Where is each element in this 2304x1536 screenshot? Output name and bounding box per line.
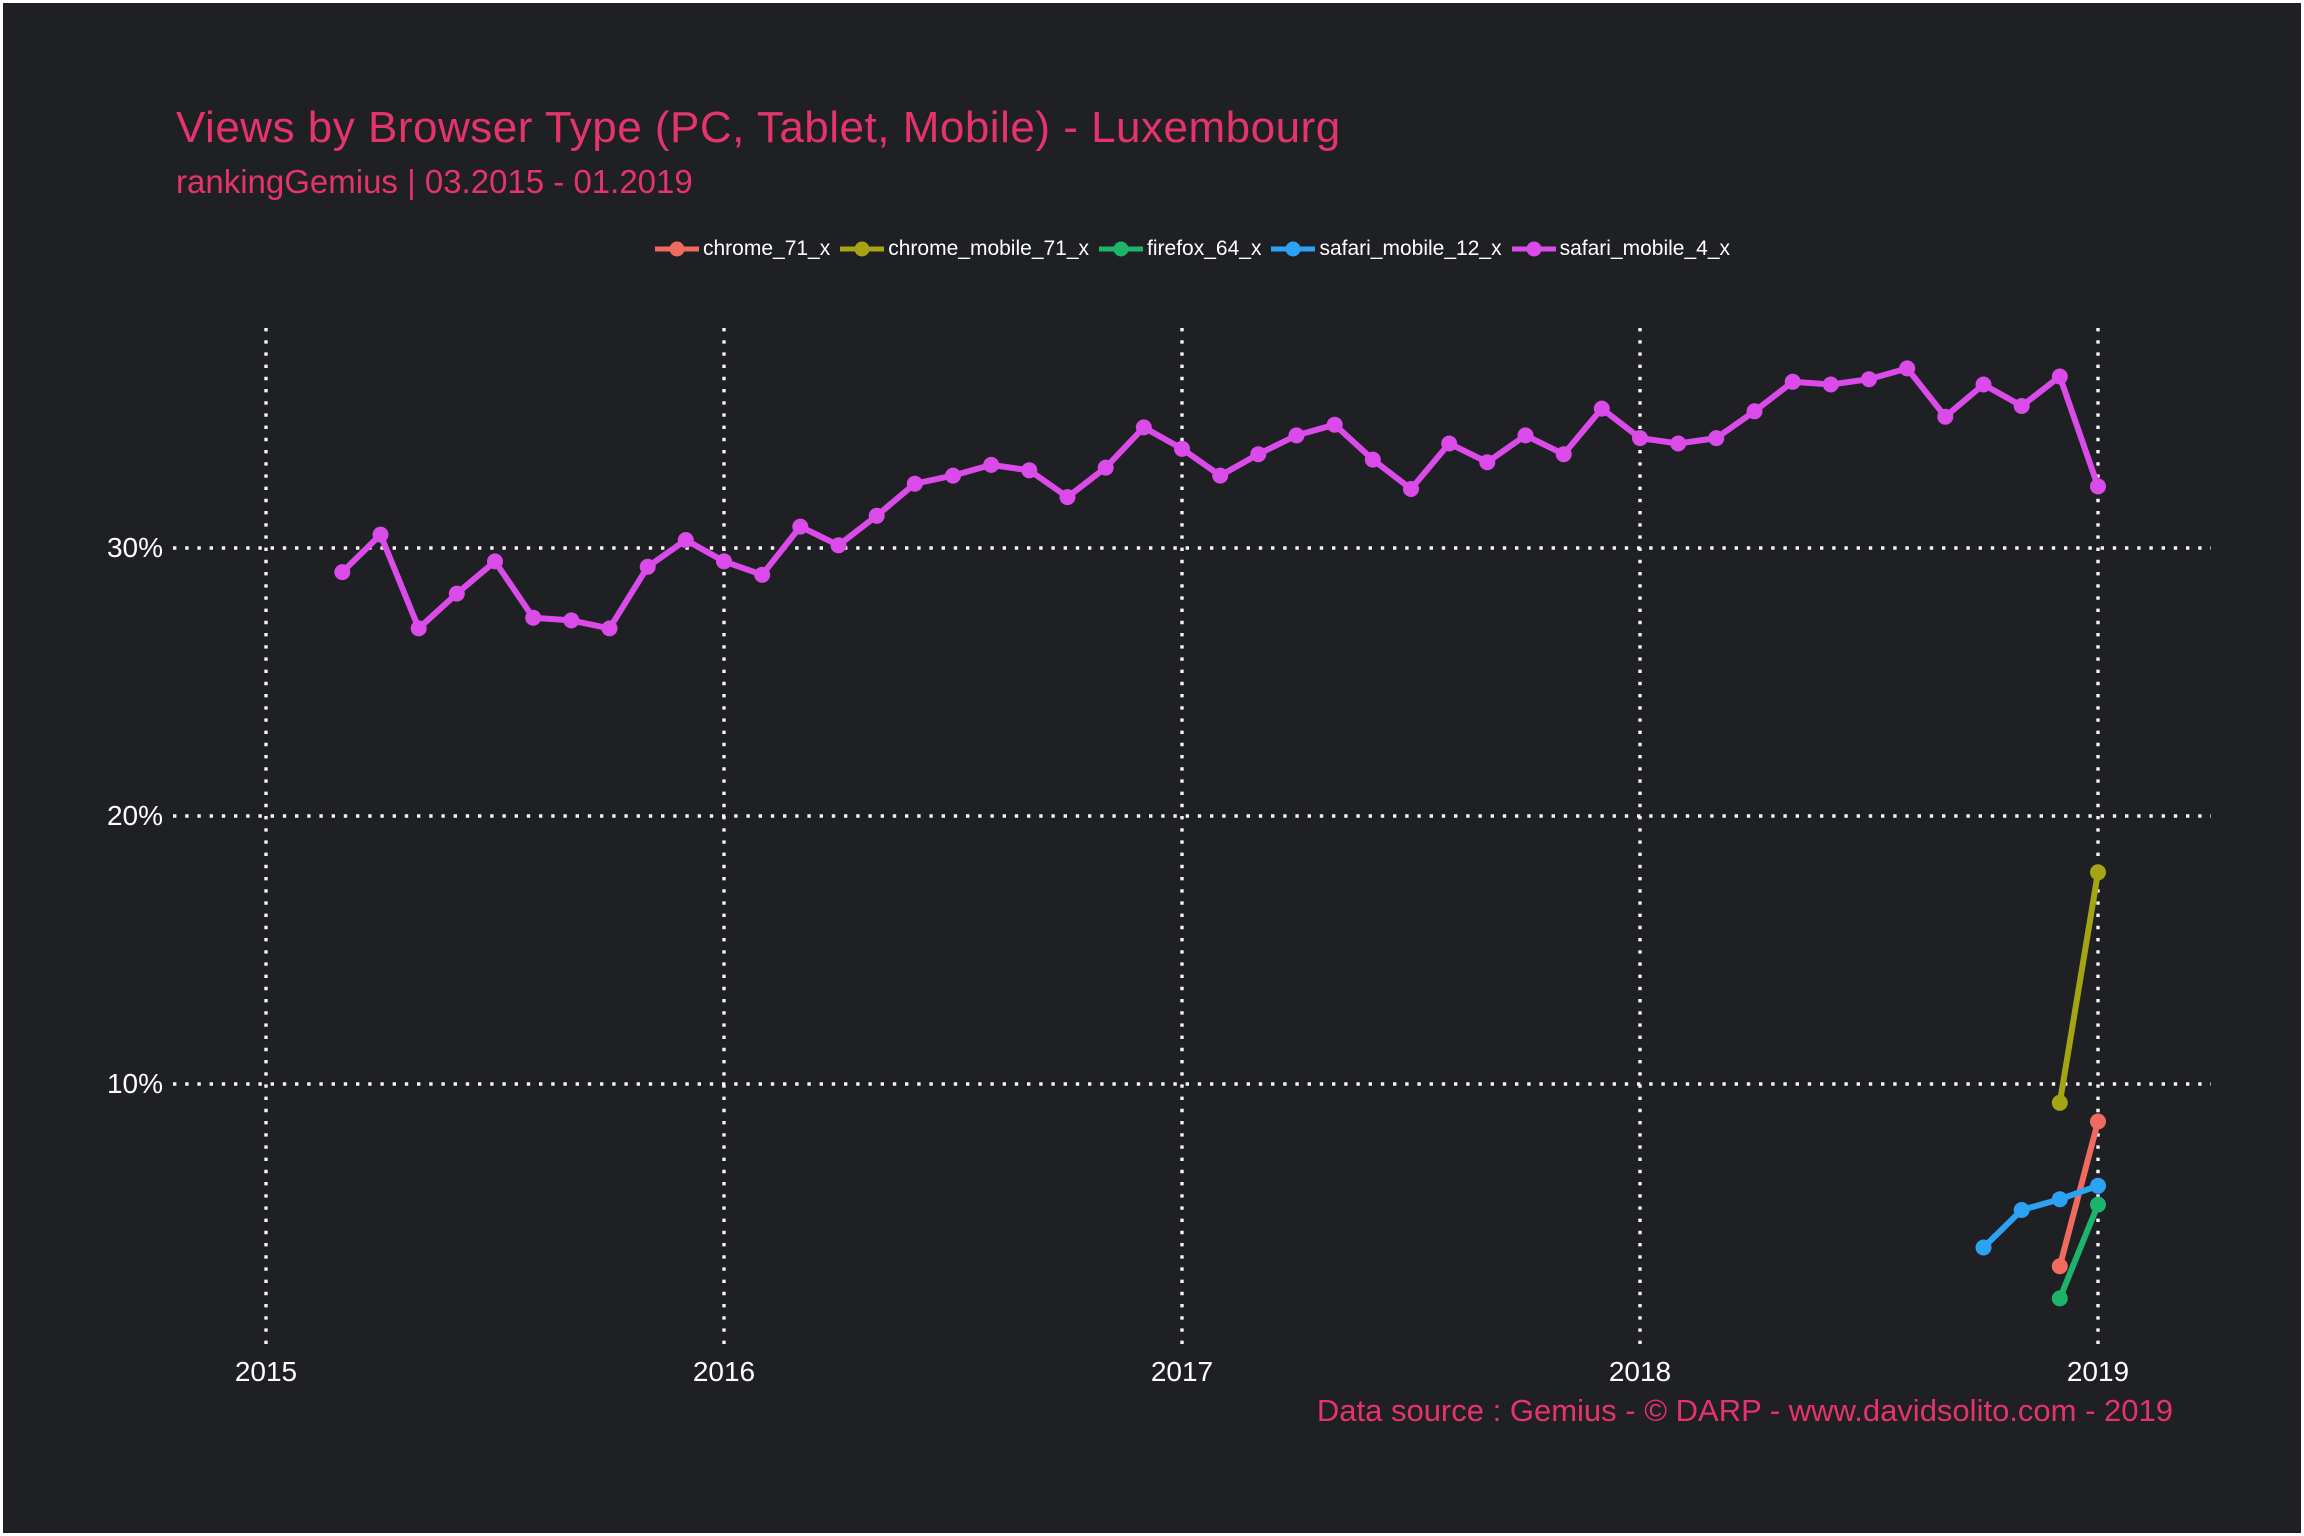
series-point-safari_mobile_4_x [1746, 403, 1763, 420]
series-point-chrome_mobile_71_x [2051, 1094, 2068, 1111]
series-point-safari_mobile_4_x [1708, 430, 1725, 447]
series-line-firefox_64_x [2056, 1201, 2101, 1302]
legend-marker-icon [1511, 241, 1556, 257]
legend-item-safari_mobile_12_x: safari_mobile_12_x [1270, 237, 1502, 261]
series-point-safari_mobile_4_x [563, 612, 580, 629]
plot-area [173, 328, 2211, 1349]
series-point-firefox_64_x [2090, 1196, 2106, 1213]
series-point-safari_mobile_4_x [906, 475, 923, 492]
x-tick-label-2015: 2015 [234, 1356, 298, 1387]
series-point-safari_mobile_4_x [1174, 440, 1190, 457]
legend-label: safari_mobile_12_x [1319, 237, 1502, 260]
series-point-safari_mobile_4_x [868, 507, 885, 524]
data-source-caption: Data source : Gemius - © DARP - www.davi… [1316, 1393, 2173, 1428]
chart-legend: chrome_71_x chrome_mobile_71_x firefox_64_… [173, 237, 2211, 261]
legend-item-chrome_71_x: chrome_71_x [654, 237, 830, 261]
series-point-safari_mobile_4_x [1021, 462, 1038, 479]
series-point-safari_mobile_4_x [754, 566, 771, 583]
x-tick-label-2016: 2016 [692, 1356, 756, 1387]
series-point-safari_mobile_4_x [2090, 478, 2106, 495]
x-tick-label-2019: 2019 [2066, 1356, 2130, 1387]
series-point-safari_mobile_4_x [334, 564, 351, 581]
series-point-safari_mobile_4_x [487, 553, 503, 570]
series-point-safari_mobile_4_x [2051, 368, 2068, 385]
series-point-safari_mobile_4_x [792, 518, 809, 535]
series-point-safari_mobile_12_x [1975, 1239, 1992, 1256]
x-tick-label-2018: 2018 [1608, 1356, 1672, 1387]
series-point-safari_mobile_4_x [372, 526, 389, 543]
x-tick-label-2017: 2017 [1150, 1356, 1214, 1387]
series-point-safari_mobile_4_x [830, 537, 847, 554]
series-point-safari_mobile_4_x [1555, 446, 1572, 463]
series-line-chrome_mobile_71_x [2056, 869, 2101, 1106]
series-point-safari_mobile_4_x [1403, 481, 1419, 497]
series-point-safari_mobile_4_x [1250, 446, 1267, 463]
series-point-firefox_64_x [2051, 1290, 2068, 1307]
legend-label: safari_mobile_4_x [1559, 237, 1730, 260]
legend-marker-icon [655, 241, 699, 257]
series-point-chrome_71_x [2051, 1258, 2068, 1275]
y-tick-label-30%: 30% [106, 532, 163, 563]
series-point-safari_mobile_4_x [1326, 416, 1343, 433]
series-point-safari_mobile_4_x [1937, 408, 1954, 425]
legend-marker-icon [1099, 241, 1144, 257]
series-point-safari_mobile_4_x [410, 620, 427, 637]
series-point-safari_mobile_4_x [983, 456, 1000, 473]
chart-subtitle: rankingGemius | 03.2015 - 01.2019 [176, 163, 693, 200]
series-point-safari_mobile_4_x [448, 585, 465, 602]
series-point-safari_mobile_4_x [1975, 376, 1992, 393]
chart-title: Views by Browser Type (PC, Tablet, Mobil… [176, 103, 1341, 152]
series-point-safari_mobile_4_x [1364, 451, 1381, 468]
series-point-safari_mobile_4_x [1822, 376, 1839, 393]
series-point-safari_mobile_4_x [1670, 435, 1687, 452]
series-line-safari_mobile_12_x [1980, 1182, 2101, 1251]
legend-item-chrome_mobile_71_x: chrome_mobile_71_x [839, 237, 1089, 261]
y-tick-label-20%: 20% [106, 800, 163, 831]
legend-marker-icon [840, 241, 885, 257]
series-point-safari_mobile_4_x [639, 558, 656, 575]
series-point-safari_mobile_4_x [1784, 373, 1801, 390]
series-point-safari_mobile_4_x [1212, 467, 1229, 484]
legend-item-firefox_64_x: firefox_64_x [1098, 237, 1261, 261]
series-point-safari_mobile_4_x [1861, 371, 1877, 388]
series-point-safari_mobile_4_x [525, 609, 542, 626]
series-point-safari_mobile_4_x [1288, 427, 1305, 444]
series-point-chrome_mobile_71_x [2090, 864, 2106, 881]
series-point-safari_mobile_4_x [677, 532, 694, 548]
series-point-chrome_71_x [2090, 1113, 2106, 1130]
series-point-safari_mobile_12_x [2090, 1177, 2106, 1194]
series-point-safari_mobile_4_x [1593, 400, 1610, 417]
series-point-safari_mobile_4_x [1899, 360, 1916, 377]
legend-label: chrome_71_x [703, 237, 831, 260]
legend-label: firefox_64_x [1147, 237, 1262, 260]
series-point-safari_mobile_4_x [716, 553, 732, 570]
series-point-safari_mobile_12_x [2013, 1202, 2030, 1218]
series-point-safari_mobile_4_x [1479, 454, 1496, 471]
series-line-safari_mobile_4_x [339, 365, 2101, 632]
legend-item-safari_mobile_4_x: safari_mobile_4_x [1511, 237, 1730, 261]
y-tick-label-10%: 10% [106, 1068, 163, 1099]
series-point-safari_mobile_4_x [1441, 435, 1458, 452]
legend-label: chrome_mobile_71_x [888, 237, 1090, 260]
series-point-safari_mobile_4_x [1135, 419, 1152, 436]
series-point-safari_mobile_4_x [601, 620, 618, 637]
series-point-safari_mobile_4_x [1059, 489, 1076, 506]
series-point-safari_mobile_4_x [2013, 398, 2030, 414]
series-point-safari_mobile_4_x [1517, 427, 1534, 444]
series-point-safari_mobile_4_x [1097, 459, 1114, 476]
series-point-safari_mobile_4_x [1632, 430, 1648, 447]
series-point-safari_mobile_4_x [945, 467, 961, 484]
legend-marker-icon [1271, 241, 1316, 257]
series-point-safari_mobile_12_x [2051, 1191, 2068, 1208]
